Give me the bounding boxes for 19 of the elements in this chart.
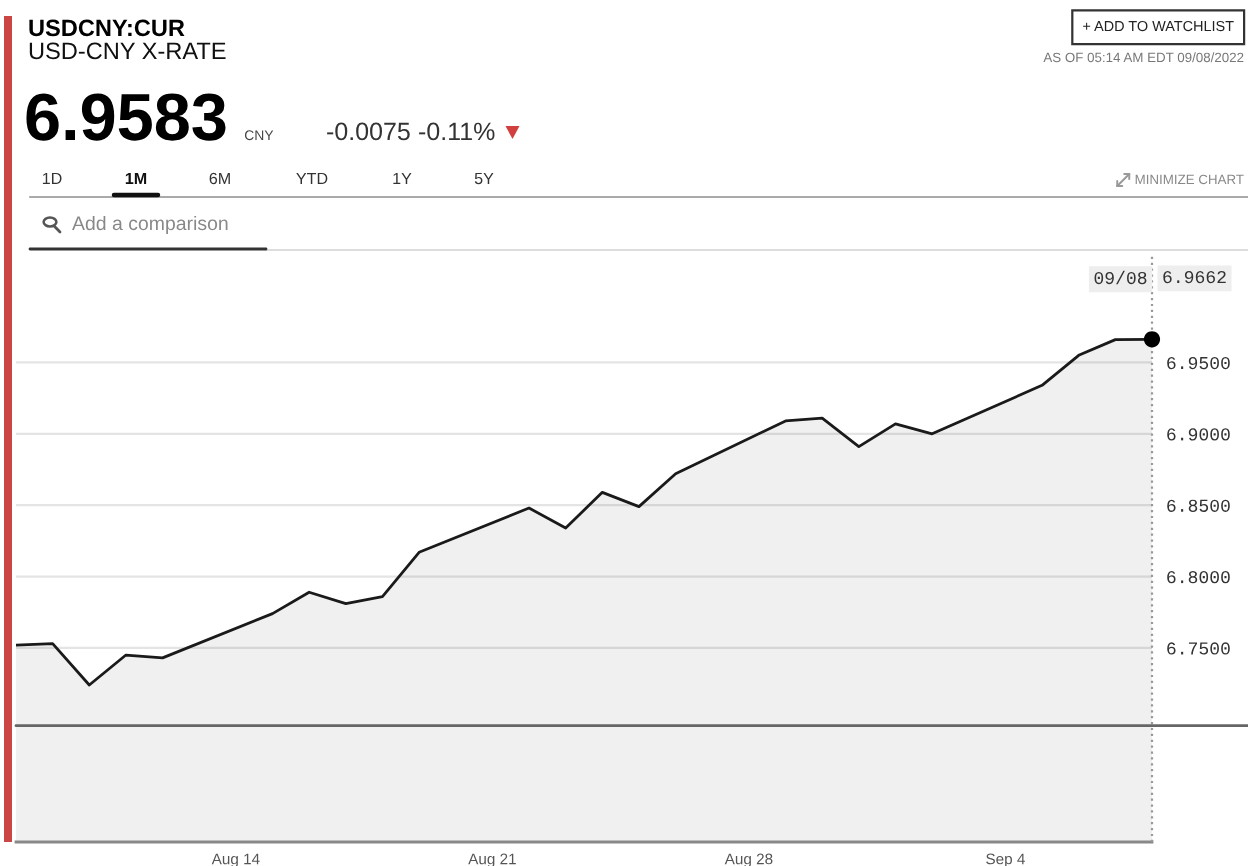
text: 6.9583 [26,93,226,141]
text: -0.11% [419,122,495,141]
text: 6.9662 [1163,270,1226,284]
y-tick-label: 6.8500 [1167,499,1230,512]
text: -0.0075 [327,122,410,141]
y-tick-label: 6.7500 [1167,642,1230,655]
chart-subtitle: USD-CNY X-RATE [29,42,226,60]
ref-line-label: 09/08 [1094,270,1147,285]
text: 1D [42,172,62,184]
y-tick-label: 6.9500 [1167,356,1230,370]
text: 1Y [393,172,412,184]
text: 1M [125,172,147,184]
text: YTD [296,172,328,184]
text: 6M [209,172,230,185]
y-tick-label: 6.9000 [1167,428,1230,441]
chart-title: USDCNY:CUR [29,19,185,37]
y-tick-label: 6.8000 [1167,571,1230,584]
text: 5Y [474,172,494,185]
text: Add a comparison [72,215,228,235]
